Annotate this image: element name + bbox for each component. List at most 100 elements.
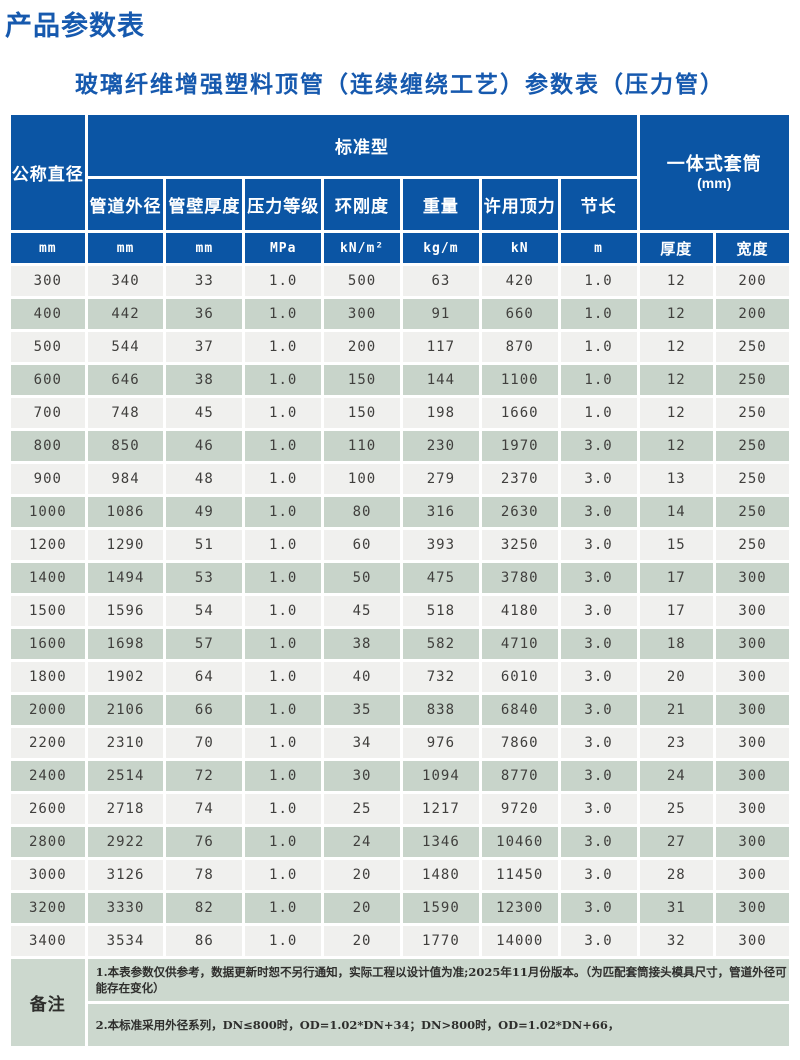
header-section-length: 节长	[560, 179, 637, 230]
table-cell: 2922	[87, 827, 164, 857]
table-cell: 748	[87, 398, 164, 428]
table-cell: 3.0	[560, 662, 637, 692]
table-cell: 900	[11, 464, 85, 494]
table-cell: 2200	[11, 728, 85, 758]
table-row: 900 984 48 1.0 100 279 2370 3.0 13 250	[11, 464, 789, 494]
table-header: 公称直径 标准型 一体式套筒 (mm) 管道外径 管壁厚度 压力等级 环刚度 重…	[11, 115, 789, 263]
table-cell: 1094	[402, 761, 479, 791]
header-weight: 重量	[402, 179, 479, 230]
table-cell: 1000	[11, 497, 85, 527]
table-cell: 1970	[481, 431, 558, 461]
table-cell: 700	[11, 398, 85, 428]
table-row: 3200 3330 82 1.0 20 1590 12300 3.0 31 300	[11, 893, 789, 923]
table-cell: 3.0	[560, 860, 637, 890]
unit-weight: kg/m	[402, 233, 479, 263]
table-cell: 850	[87, 431, 164, 461]
table-cell: 12	[639, 332, 714, 362]
table-cell: 17	[639, 563, 714, 593]
table-row: 2200 2310 70 1.0 34 976 7860 3.0 23 300	[11, 728, 789, 758]
table-cell: 1.0	[245, 695, 322, 725]
table-cell: 12300	[481, 893, 558, 923]
table-row: 1200 1290 51 1.0 60 393 3250 3.0 15 250	[11, 530, 789, 560]
remark-row: 备注 1.本表参数仅供参考，数据更新时恕不另行通知，实际工程以设计值为准;202…	[11, 959, 789, 1046]
table-cell: 45	[324, 596, 400, 626]
table-cell: 21	[639, 695, 714, 725]
table-cell: 3.0	[560, 431, 637, 461]
table-cell: 800	[11, 431, 85, 461]
table-cell: 475	[402, 563, 479, 593]
table-cell: 3534	[87, 926, 164, 956]
table-cell: 316	[402, 497, 479, 527]
table-cell: 1.0	[560, 266, 637, 296]
table-cell: 1800	[11, 662, 85, 692]
table-cell: 1698	[87, 629, 164, 659]
table-cell: 20	[639, 662, 714, 692]
table-cell: 250	[716, 497, 789, 527]
table-cell: 1.0	[245, 530, 322, 560]
table-cell: 1.0	[245, 266, 322, 296]
table-cell: 60	[324, 530, 400, 560]
table-cell: 20	[324, 860, 400, 890]
header-allowable-jacking-force: 许用顶力	[481, 179, 558, 230]
table-row: 1800 1902 64 1.0 40 732 6010 3.0 20 300	[11, 662, 789, 692]
table-cell: 2310	[87, 728, 164, 758]
table-cell: 300	[716, 728, 789, 758]
table-cell: 20	[324, 926, 400, 956]
table-cell: 110	[324, 431, 400, 461]
product-parameter-table: 公称直径 标准型 一体式套筒 (mm) 管道外径 管壁厚度 压力等级 环刚度 重…	[8, 112, 792, 1049]
table-cell: 12	[639, 299, 714, 329]
table-row: 1500 1596 54 1.0 45 518 4180 3.0 17 300	[11, 596, 789, 626]
table-cell: 49	[166, 497, 243, 527]
table-cell: 1.0	[245, 332, 322, 362]
table-cell: 3.0	[560, 464, 637, 494]
table-cell: 1.0	[560, 365, 637, 395]
table-cell: 250	[716, 398, 789, 428]
header-pipe-outer-diameter: 管道外径	[87, 179, 164, 230]
table-cell: 3330	[87, 893, 164, 923]
table-cell: 1.0	[245, 728, 322, 758]
table-cell: 2370	[481, 464, 558, 494]
table-cell: 76	[166, 827, 243, 857]
table-cell: 2600	[11, 794, 85, 824]
unit-wall-thickness: mm	[166, 233, 243, 263]
table-cell: 20	[324, 893, 400, 923]
table-cell: 300	[716, 695, 789, 725]
table-cell: 30	[324, 761, 400, 791]
table-body: 300 340 33 1.0 500 63 420 1.0 12 200 400 442 36 1.0 30…	[11, 266, 789, 956]
table-cell: 31	[639, 893, 714, 923]
table-cell: 4180	[481, 596, 558, 626]
table-cell: 250	[716, 431, 789, 461]
table-cell: 12	[639, 431, 714, 461]
table-cell: 300	[716, 893, 789, 923]
table-cell: 198	[402, 398, 479, 428]
table-cell: 1.0	[245, 629, 322, 659]
table-cell: 51	[166, 530, 243, 560]
table-cell: 250	[716, 464, 789, 494]
table-cell: 340	[87, 266, 164, 296]
table-cell: 600	[11, 365, 85, 395]
table-cell: 17	[639, 596, 714, 626]
table-cell: 230	[402, 431, 479, 461]
table-subtitle: 玻璃纤维增强塑料顶管（连续缠绕工艺）参数表（压力管）	[75, 71, 725, 97]
table-cell: 3.0	[560, 926, 637, 956]
table-cell: 82	[166, 893, 243, 923]
remark-item-2: 2.本标准采用外径系列，DN≤800时，OD=1.02*DN+34；DN>800…	[87, 1004, 789, 1046]
table-cell: 6840	[481, 695, 558, 725]
table-cell: 24	[639, 761, 714, 791]
table-cell: 3126	[87, 860, 164, 890]
table-cell: 4710	[481, 629, 558, 659]
table-cell: 1.0	[245, 893, 322, 923]
table-cell: 250	[716, 332, 789, 362]
table-cell: 1.0	[560, 299, 637, 329]
table-cell: 200	[716, 266, 789, 296]
table-cell: 1494	[87, 563, 164, 593]
table-cell: 300	[716, 629, 789, 659]
remark-item-1: 1.本表参数仅供参考，数据更新时恕不另行通知，实际工程以设计值为准;2025年1…	[87, 959, 789, 1001]
unit-pipe-outer-diameter: mm	[87, 233, 164, 263]
table-cell: 74	[166, 794, 243, 824]
table-cell: 14000	[481, 926, 558, 956]
table-cell: 23	[639, 728, 714, 758]
table-cell: 100	[324, 464, 400, 494]
table-cell: 1100	[481, 365, 558, 395]
